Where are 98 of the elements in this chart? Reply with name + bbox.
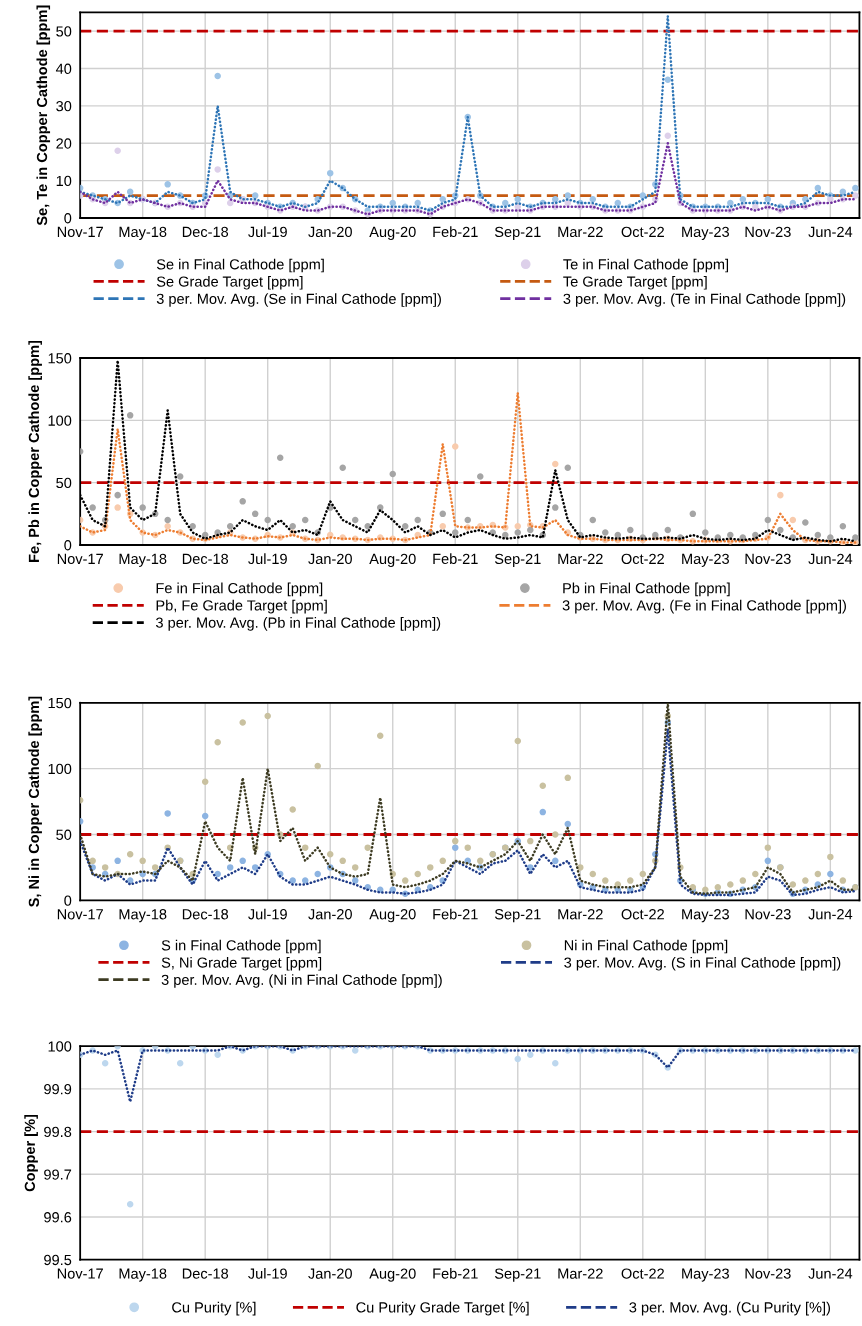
- y-axis-title: Copper [%]: [24, 1114, 38, 1192]
- x-tick-label: Jun-24: [808, 909, 853, 920]
- x-tick-label: Sep-21: [494, 226, 541, 240]
- y-tick-label: 0: [64, 895, 72, 906]
- x-tick-label: Jan-20: [308, 909, 352, 920]
- y-tick-label: 99.7: [44, 1169, 72, 1180]
- legend-label: S, Ni Grade Target [ppm]: [161, 957, 322, 971]
- x-tick-label: Feb-21: [433, 226, 478, 238]
- y-tick-label: 10: [56, 175, 72, 187]
- x-tick-label: Dec-18: [182, 553, 229, 565]
- x-tick-label: Oct-22: [621, 1268, 664, 1279]
- x-tick-label: May-23: [682, 909, 729, 923]
- x-tick-label: May-18: [119, 226, 167, 240]
- x-tick-label: Jun-24: [808, 226, 853, 238]
- legend-label: 3 per. Mov. Avg. (Ni in Final Cathode [ppm]): [161, 974, 442, 988]
- x-tick-label: Aug-20: [369, 553, 416, 567]
- x-tick-label: May-18: [119, 1268, 167, 1282]
- x-tick-label: Dec-18: [182, 1268, 229, 1279]
- y-tick-label: 40: [55, 63, 72, 74]
- x-tick-label: Aug-20: [369, 909, 416, 923]
- x-tick-label: Jul-19: [248, 908, 287, 920]
- legend-label: Cu Purity Grade Target [%]: [356, 1301, 529, 1316]
- x-tick-label: Sep-21: [494, 909, 541, 923]
- x-tick-label: Oct-22: [621, 553, 664, 565]
- legend-label: Te Grade Target [ppm]: [563, 276, 707, 290]
- x-tick-label: Jun-24: [808, 1268, 853, 1279]
- x-tick-label: Mar-22: [558, 553, 603, 565]
- x-tick-label: Nov-23: [745, 553, 791, 565]
- legend-label: Pb in Final Cathode [ppm]: [563, 582, 730, 597]
- x-tick-label: Sep-21: [494, 1268, 541, 1282]
- x-tick-label: Dec-18: [182, 226, 229, 238]
- legend-label: 3 per. Mov. Avg. (Te in Final Cathode [ppm]): [563, 293, 846, 307]
- x-tick-label: Nov-17: [57, 909, 103, 920]
- x-tick-label: May-23: [682, 553, 729, 567]
- y-axis-title: S, Ni in Copper Cathode [ppm]: [28, 696, 42, 907]
- x-tick-label: Aug-20: [369, 226, 416, 240]
- legend-label: S in Final Cathode [ppm]: [161, 939, 321, 954]
- x-tick-label: Feb-21: [433, 553, 478, 565]
- legend-label: Se Grade Target [ppm]: [156, 276, 303, 290]
- x-tick-label: Oct-22: [621, 226, 664, 238]
- y-tick-label: 150: [48, 697, 72, 709]
- y-tick-label: 99.9: [44, 1084, 72, 1095]
- x-tick-label: Nov-17: [57, 1268, 103, 1279]
- legend-label: Pb, Fe Grade Target [ppm]: [156, 599, 327, 614]
- y-tick-label: 0: [64, 213, 72, 224]
- legend-label: 3 per. Mov. Avg. (Cu Purity [%]): [629, 1301, 830, 1316]
- x-tick-label: May-23: [682, 226, 729, 240]
- line-series: [80, 359, 857, 543]
- x-tick-label: Mar-22: [558, 909, 603, 920]
- y-tick-label: 20: [56, 138, 72, 149]
- x-tick-label: Nov-23: [745, 909, 791, 920]
- y-tick-label: 50: [56, 477, 72, 489]
- line-series: [80, 391, 857, 544]
- y-tick-label: 50: [56, 26, 72, 37]
- legend-label: Ni in Final Cathode [ppm]: [564, 939, 728, 954]
- x-tick-label: Nov-23: [745, 1268, 791, 1279]
- legend-label: 3 per. Mov. Avg. (Se in Final Cathode [ppm]): [156, 293, 441, 307]
- x-tick-label: Jan-20: [308, 226, 352, 238]
- legend-label: Te in Final Cathode [ppm]: [563, 258, 729, 273]
- x-tick-label: Jul-19: [248, 553, 287, 565]
- y-tick-label: 0: [64, 540, 72, 551]
- y-axis-title: Se, Te in Copper Cathode [ppm]: [36, 5, 51, 226]
- y-tick-label: 50: [56, 829, 72, 840]
- x-tick-label: Oct-22: [621, 909, 664, 920]
- legend-label: Se in Final Cathode [ppm]: [156, 258, 324, 273]
- x-tick-label: Mar-22: [558, 1268, 603, 1279]
- x-tick-label: Nov-17: [57, 553, 103, 565]
- x-tick-label: Aug-20: [369, 1268, 416, 1282]
- x-tick-label: Sep-21: [494, 553, 541, 567]
- x-tick-label: May-18: [119, 909, 167, 923]
- legend-label: 3 per. Mov. Avg. (Fe in Final Cathode [ppm]): [562, 599, 846, 614]
- line-series: [80, 1046, 857, 1103]
- x-tick-label: Jul-19: [248, 226, 287, 238]
- y-tick-label: 100: [48, 1041, 72, 1052]
- x-tick-label: Mar-22: [558, 226, 603, 238]
- y-tick-label: 99.6: [44, 1212, 72, 1223]
- x-tick-label: Jul-19: [248, 1268, 287, 1279]
- x-tick-label: Feb-21: [433, 908, 478, 920]
- x-tick-label: Jan-20: [308, 1268, 352, 1279]
- x-tick-label: Nov-23: [745, 226, 791, 238]
- x-tick-label: Dec-18: [182, 909, 229, 920]
- legend-label: 3 per. Mov. Avg. (Pb in Final Cathode [ppm]): [155, 617, 441, 631]
- legend-label: Fe in Final Cathode [ppm]: [156, 582, 323, 597]
- x-tick-label: Feb-21: [433, 1268, 478, 1279]
- y-tick-label: 100: [48, 415, 72, 426]
- x-tick-label: May-18: [119, 553, 167, 567]
- legend-label: Cu Purity [%]: [172, 1301, 256, 1316]
- y-tick-label: 100: [48, 763, 72, 775]
- x-tick-label: Jan-20: [308, 553, 352, 565]
- y-tick-label: 150: [48, 353, 72, 364]
- x-tick-label: May-23: [682, 1268, 729, 1282]
- y-axis-title: Fe, Pb in Copper Cathode [ppm]: [28, 340, 42, 562]
- x-tick-label: Jun-24: [808, 553, 853, 565]
- y-tick-label: 30: [56, 100, 72, 112]
- x-tick-label: Nov-17: [57, 226, 103, 238]
- y-tick-label: 99.8: [44, 1126, 72, 1138]
- y-tick-label: 99.5: [44, 1254, 72, 1266]
- legend-label: 3 per. Mov. Avg. (S in Final Cathode [ppm]): [564, 957, 841, 971]
